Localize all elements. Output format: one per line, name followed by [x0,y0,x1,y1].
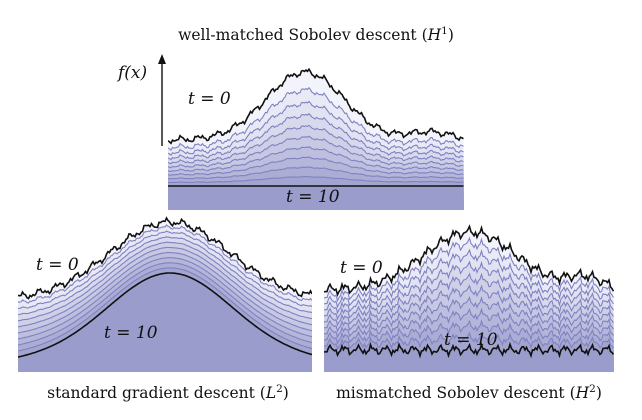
right-intermediate-curve [324,284,614,327]
top-layer-fill [168,186,464,210]
top-intermediate-curve [168,86,464,151]
caption-right: mismatched Sobolev descent (H2) [336,383,602,402]
left-intermediate-curve [18,257,312,340]
left-intermediate-curve [18,236,312,316]
right-intermediate-curve [324,307,614,339]
label-t10-left: t = 10 [104,323,158,343]
right-intermediate-curve [324,331,614,351]
curve-family-left [18,216,312,372]
label-t10-top: t = 10 [286,187,340,207]
top-initial-curve [168,67,464,145]
panel-top [168,67,464,210]
right-initial-curve [324,224,614,298]
left-intermediate-curve [18,267,312,352]
panel-right [324,224,614,372]
panel-left [18,216,312,372]
top-intermediate-curve [168,124,464,165]
right-intermediate-curve [324,236,614,303]
right-intermediate-curve [324,319,614,345]
curve-family-right [324,224,614,372]
left-intermediate-curve [18,224,312,304]
caption-top: well-matched Sobolev descent (H1) [178,25,454,44]
left-intermediate-curve [18,230,312,310]
left-intermediate-curve [18,262,312,346]
right-intermediate-curve [324,260,614,315]
left-final-curve [18,272,312,358]
top-intermediate-curve [168,166,464,180]
label-t0-left: t = 0 [36,255,79,275]
left-intermediate-curve [18,241,312,322]
top-intermediate-curve [168,135,464,169]
top-intermediate-curve [168,176,464,184]
left-layer-fill [18,273,312,372]
y-axis-arrow [158,54,166,146]
label-t0-right: t = 0 [340,258,383,278]
left-intermediate-curve [18,252,312,334]
top-intermediate-curve [168,156,464,176]
top-intermediate-curve [168,146,464,173]
left-intermediate-curve [18,246,312,328]
right-final-curve [324,341,614,359]
y-axis-label: f(x) [116,63,147,83]
caption-left: standard gradient descent (L2) [47,383,289,402]
top-intermediate-curve [168,100,464,156]
right-intermediate-curve [324,248,614,309]
left-initial-curve [18,216,312,300]
curve-family-top [168,67,464,210]
right-intermediate-curve [324,272,614,321]
right-intermediate-curve [324,295,614,333]
label-t10-right: t = 10 [444,330,498,350]
label-t0-top: t = 0 [188,89,231,109]
top-intermediate-curve [168,113,464,161]
